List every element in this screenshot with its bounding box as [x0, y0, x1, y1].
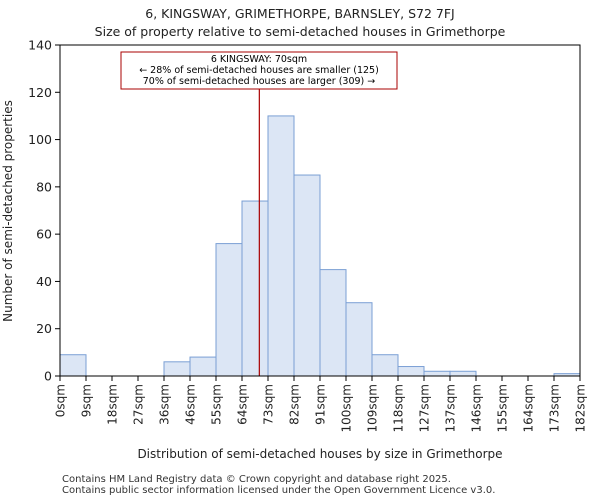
y-axis-title: Number of semi-detached properties: [1, 100, 15, 322]
histogram-bar: [293, 174, 321, 377]
y-tick-label: 40: [36, 274, 52, 289]
histogram-bar: [59, 354, 87, 377]
annotation-box: 6 KINGSWAY: 70sqm ← 28% of semi-detached…: [120, 51, 398, 90]
x-tick-label: 82sqm: [288, 384, 302, 425]
x-tick-label: 73sqm: [262, 384, 276, 425]
x-tick-label: 27sqm: [132, 384, 146, 425]
x-tick-label: 64sqm: [236, 384, 250, 425]
annotation-line-2: ← 28% of semi-detached houses are smalle…: [139, 65, 379, 76]
annotation-line-1: 6 KINGSWAY: 70sqm: [211, 54, 307, 65]
histogram-bars: [59, 115, 581, 377]
x-tick-label: 173sqm: [548, 384, 562, 432]
histogram-bar: [423, 370, 451, 377]
annotation-frame: [120, 51, 398, 90]
histogram-bar: [163, 361, 191, 377]
x-axis: 0sqm 9sqm 18sqm 27sqm 36sqm 46sqm 55sqm 64sqm 73…: [54, 376, 588, 432]
x-tick-label: 91sqm: [314, 384, 328, 425]
x-tick-label: 155sqm: [496, 384, 510, 432]
y-tick-label: 80: [36, 179, 52, 194]
x-axis-title: Distribution of semi-detached houses by …: [137, 447, 502, 461]
histogram-bar: [267, 115, 295, 377]
x-tick-label: 9sqm: [80, 384, 94, 417]
x-tick-label: 182sqm: [574, 384, 588, 432]
y-tick-label: 120: [28, 85, 52, 100]
y-tick-label: 20: [36, 321, 52, 336]
histogram-bar: [345, 302, 373, 377]
x-tick-label: 100sqm: [340, 384, 354, 432]
x-tick-label: 109sqm: [366, 384, 380, 432]
x-tick-label: 146sqm: [470, 384, 484, 432]
x-tick-label: 0sqm: [54, 384, 68, 417]
y-tick-label: 140: [28, 38, 52, 53]
footer-licence: Contains public sector information licen…: [62, 485, 496, 496]
x-tick-label: 46sqm: [184, 384, 198, 425]
y-tick-label: 60: [36, 227, 52, 242]
x-tick-label: 164sqm: [522, 384, 536, 432]
histogram-bar: [215, 243, 243, 377]
x-tick-label: 36sqm: [158, 384, 172, 425]
y-tick-label: 100: [28, 132, 52, 147]
histogram-bar: [371, 354, 399, 377]
y-axis: 0 20 40 60 80 100 120 140: [28, 38, 60, 384]
histogram-bar: [241, 200, 269, 377]
chart-subtitle: Size of property relative to semi-detach…: [94, 24, 506, 39]
histogram-bar: [319, 269, 347, 377]
histogram-bar: [397, 366, 425, 377]
chart-title: 6, KINGSWAY, GRIMETHORPE, BARNSLEY, S72 …: [145, 6, 455, 21]
x-tick-label: 137sqm: [444, 384, 458, 432]
x-tick-label: 18sqm: [106, 384, 120, 425]
x-tick-label: 127sqm: [418, 384, 432, 432]
y-tick-label: 0: [44, 369, 52, 384]
x-tick-label: 55sqm: [210, 384, 224, 425]
histogram-bar: [189, 356, 217, 377]
footer-copyright: Contains HM Land Registry data © Crown c…: [62, 474, 451, 485]
x-tick-label: 118sqm: [392, 384, 406, 432]
histogram-bar: [449, 370, 477, 377]
annotation-line-3: 70% of semi-detached houses are larger (…: [143, 76, 376, 87]
